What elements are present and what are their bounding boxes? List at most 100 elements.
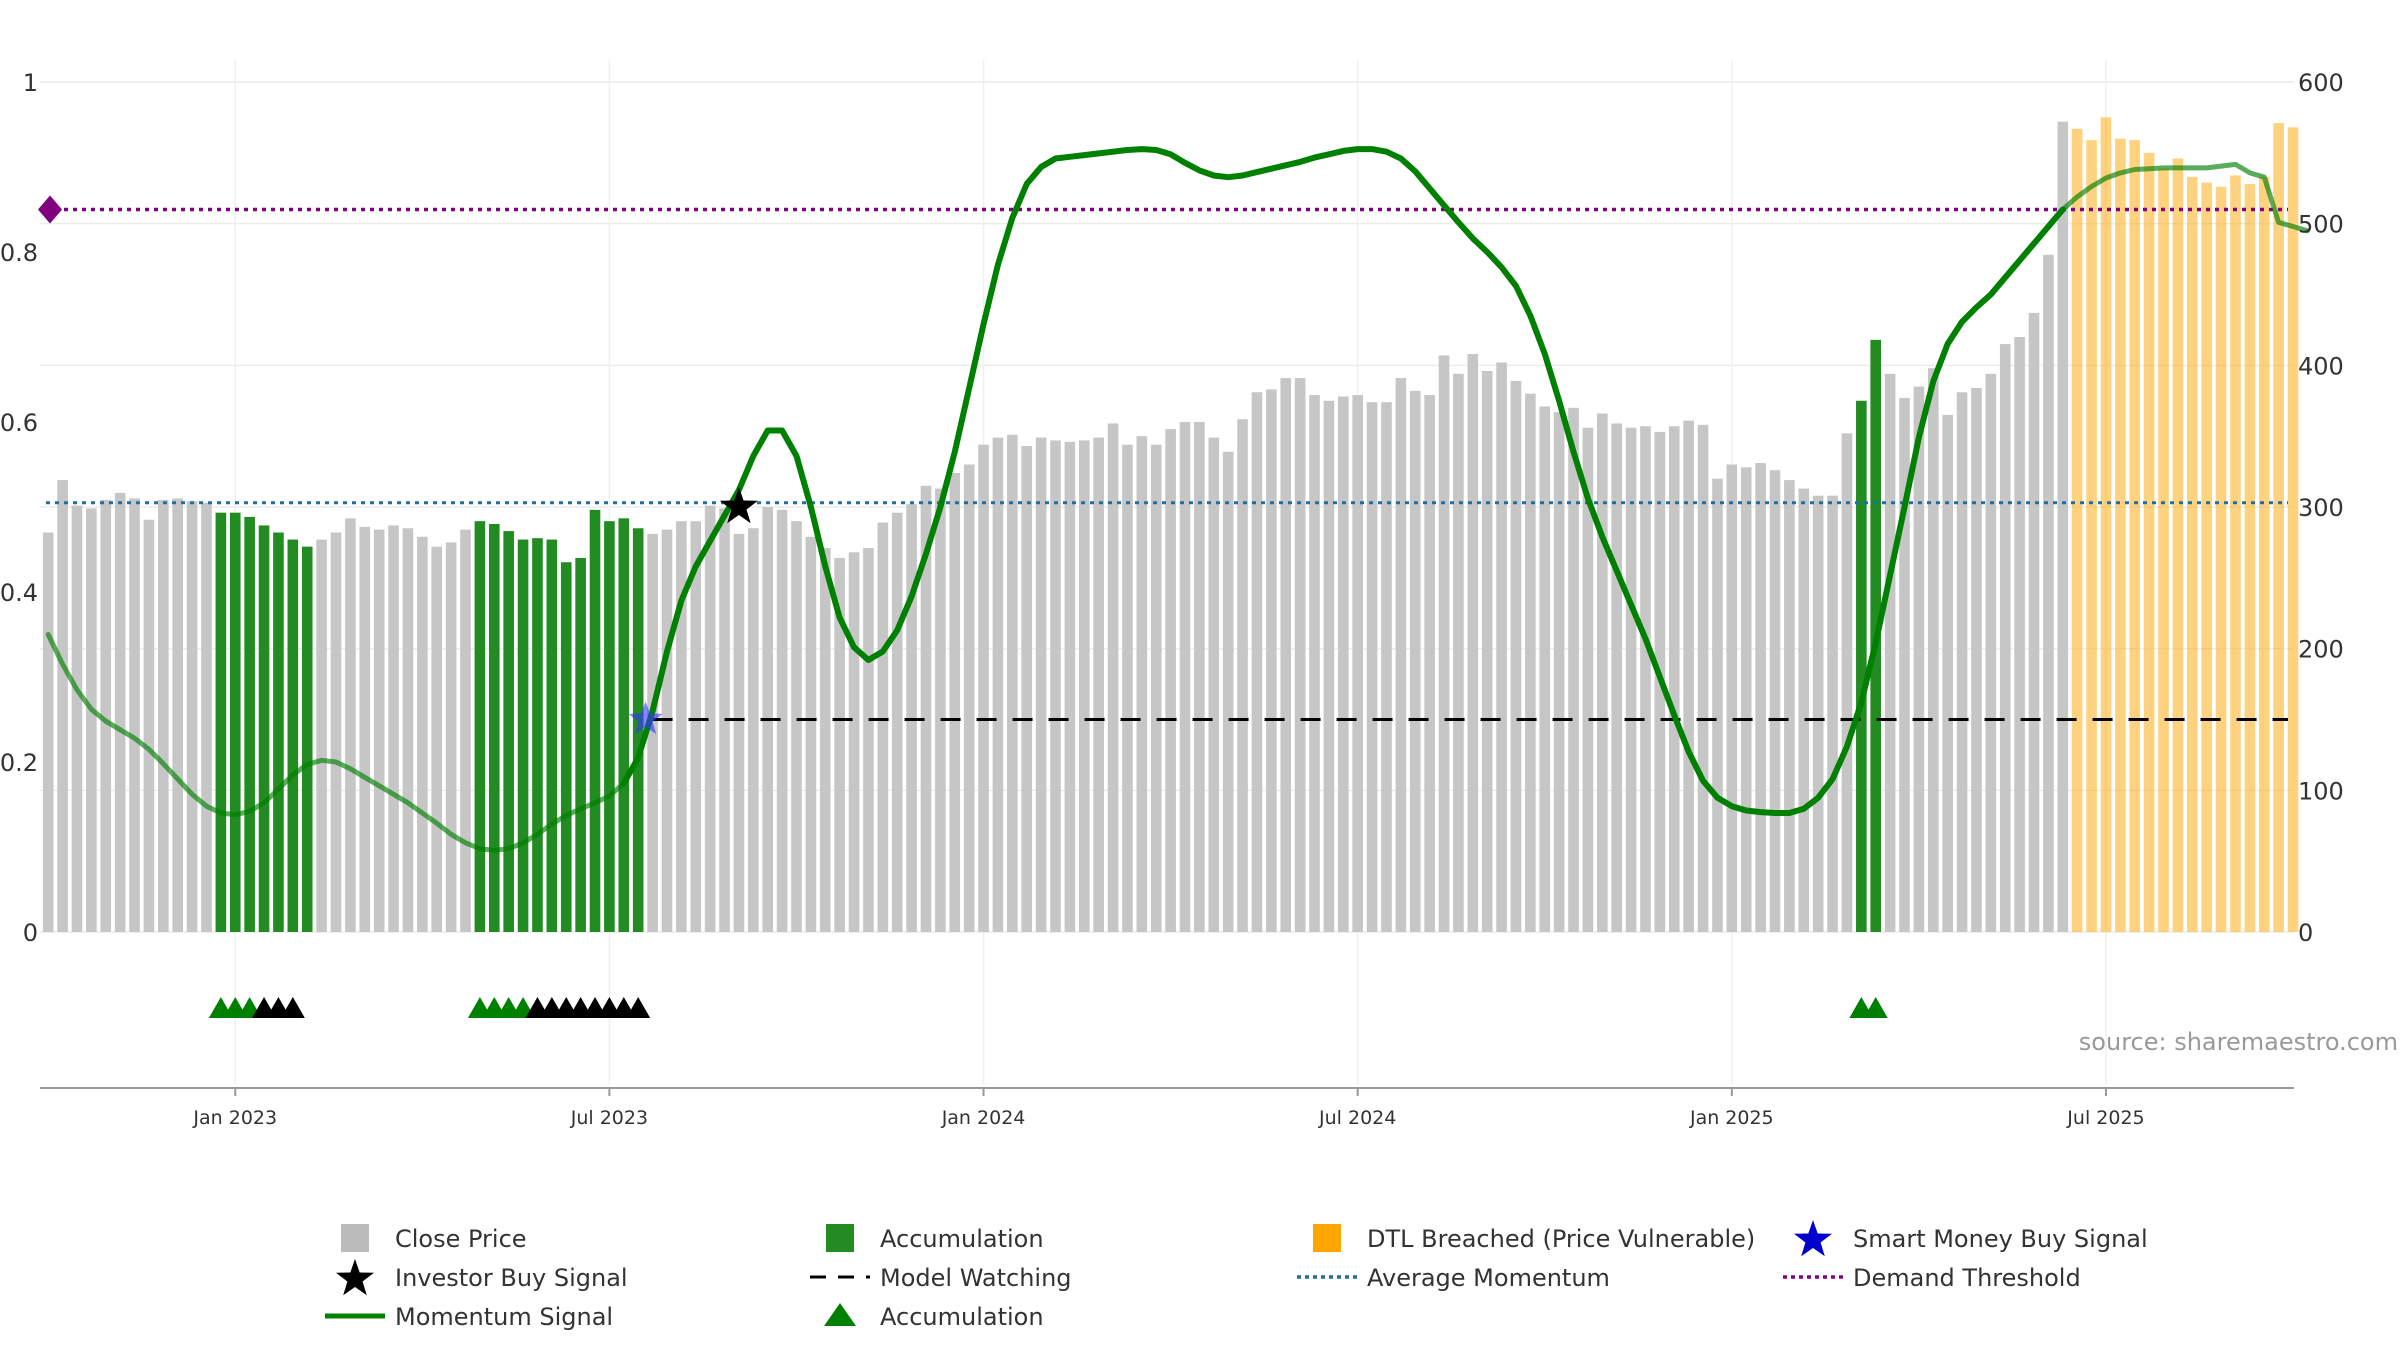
right-tick-label: 600 bbox=[2298, 69, 2344, 97]
close-price-bar bbox=[186, 501, 198, 932]
close-price-bar bbox=[1035, 437, 1047, 932]
close-price-bar bbox=[661, 529, 673, 932]
close-price-bar bbox=[129, 498, 140, 932]
legend-label: Close Price bbox=[395, 1225, 527, 1253]
close-price-bar bbox=[445, 542, 457, 932]
accumulation-marker bbox=[280, 997, 305, 1018]
close-price-bar bbox=[1668, 426, 1680, 932]
close-price-bar bbox=[402, 528, 414, 932]
left-tick-label: 1 bbox=[23, 69, 38, 97]
close-price-bar bbox=[704, 505, 716, 932]
close-price-bar bbox=[1251, 392, 1263, 932]
accumulation-bar bbox=[258, 525, 270, 932]
close-price-bar bbox=[431, 546, 443, 932]
close-price-bar bbox=[2057, 121, 2069, 932]
close-price-bar bbox=[1510, 380, 1522, 933]
accumulation-bar bbox=[589, 509, 601, 932]
close-price-bar bbox=[330, 532, 342, 932]
close-price-bar bbox=[1884, 373, 1896, 932]
close-price-bar bbox=[1438, 355, 1450, 933]
close-price-bar bbox=[1712, 478, 1723, 932]
dtl-bar bbox=[2187, 176, 2198, 932]
legend-item: Average Momentum bbox=[1297, 1264, 1610, 1292]
legend-item: Close Price bbox=[341, 1224, 527, 1253]
momentum-signal-line bbox=[620, 146, 2066, 816]
close-price-bar bbox=[1755, 463, 1766, 932]
close-price-bar bbox=[1999, 344, 2011, 932]
close-price-bar bbox=[1194, 422, 1205, 932]
legend-label: Demand Threshold bbox=[1853, 1264, 2081, 1292]
dtl-bar bbox=[2172, 158, 2184, 932]
accumulation-bar bbox=[604, 521, 615, 932]
close-price-bar bbox=[1568, 407, 1579, 932]
accumulation-bar bbox=[229, 512, 241, 932]
bar-series bbox=[42, 117, 2299, 933]
dtl-bar bbox=[2258, 176, 2270, 932]
legend-swatch bbox=[1313, 1224, 1341, 1252]
legend-item: Momentum Signal bbox=[325, 1303, 613, 1331]
close-price-bar bbox=[676, 521, 687, 932]
close-price-bar bbox=[1971, 388, 1982, 932]
close-price-bar bbox=[1841, 433, 1853, 932]
investor-buy-signal bbox=[719, 487, 758, 524]
accumulation-bar bbox=[474, 521, 486, 932]
accumulation-bar bbox=[273, 532, 284, 932]
accumulation-bar bbox=[532, 538, 543, 932]
close-price-bar bbox=[1208, 437, 1220, 932]
close-price-bar bbox=[1927, 368, 1939, 933]
legend-item: Demand Threshold bbox=[1783, 1264, 2081, 1292]
close-price-bar bbox=[992, 437, 1004, 932]
x-tick-label: Jul 2024 bbox=[1318, 1107, 1396, 1129]
dtl-bar bbox=[2215, 186, 2227, 933]
close-price-bar bbox=[1640, 426, 1651, 932]
close-price-bar bbox=[1395, 378, 1407, 932]
close-price-bar bbox=[1827, 495, 1838, 932]
accumulation-bar bbox=[215, 512, 227, 932]
close-price-bar bbox=[1165, 429, 1176, 932]
close-price-bar bbox=[1366, 402, 1378, 933]
close-price-bar bbox=[1553, 412, 1565, 932]
left-tick-label: 0.2 bbox=[0, 749, 38, 777]
right-tick-label: 200 bbox=[2298, 636, 2344, 664]
close-price-bar bbox=[158, 499, 169, 932]
close-price-bar bbox=[2028, 312, 2040, 933]
legend-item: DTL Breached (Price Vulnerable) bbox=[1313, 1224, 1755, 1253]
close-price-bar bbox=[733, 533, 745, 932]
dtl-bar bbox=[2115, 138, 2126, 932]
accumulation-bar bbox=[244, 516, 255, 932]
close-price-bar bbox=[1769, 470, 1781, 932]
close-price-bar bbox=[460, 529, 471, 932]
legend-item: Model Watching bbox=[810, 1264, 1072, 1292]
close-price-bar bbox=[1021, 446, 1033, 932]
close-price-bar bbox=[1812, 495, 1824, 932]
accumulation-bar bbox=[1856, 400, 1867, 932]
accumulation-bar bbox=[546, 539, 558, 932]
close-price-bar bbox=[1150, 444, 1162, 932]
legend-label: Accumulation bbox=[880, 1225, 1044, 1253]
x-tick-label: Jan 2025 bbox=[1689, 1107, 1774, 1129]
close-price-bar bbox=[1496, 362, 1507, 932]
right-tick-label: 500 bbox=[2298, 211, 2344, 239]
dtl-bar bbox=[2158, 168, 2169, 932]
right-tick-label: 300 bbox=[2298, 494, 2344, 522]
accumulation-marker bbox=[626, 997, 651, 1018]
close-price-bar bbox=[388, 525, 399, 932]
close-price-bar bbox=[1294, 378, 1306, 932]
dtl-bar bbox=[2086, 140, 2097, 933]
right-tick-label: 400 bbox=[2298, 352, 2344, 380]
close-price-bar bbox=[373, 529, 385, 932]
legend: Close Price Accumulation DTL Breached (Pri… bbox=[325, 1220, 2148, 1331]
close-price-bar bbox=[834, 558, 845, 932]
legend-item: Accumulation bbox=[824, 1303, 1044, 1331]
source-label: source: sharemaestro.com bbox=[2079, 1028, 2398, 1056]
left-tick-label: 0.4 bbox=[0, 579, 38, 607]
right-tick-label: 0 bbox=[2298, 919, 2313, 947]
close-price-bar bbox=[1266, 389, 1277, 933]
axes: Jan 2023 Jul 2023 Jan 2024 Jul 2024 Jan 2025… bbox=[0, 69, 2344, 1129]
x-tick-label: Jul 2023 bbox=[570, 1107, 648, 1129]
close-price-bar bbox=[1942, 414, 1953, 933]
accumulation-bar bbox=[560, 562, 572, 932]
close-price-bar bbox=[1337, 396, 1349, 932]
legend-item: Accumulation bbox=[826, 1224, 1044, 1253]
legend-label: Average Momentum bbox=[1367, 1264, 1610, 1292]
